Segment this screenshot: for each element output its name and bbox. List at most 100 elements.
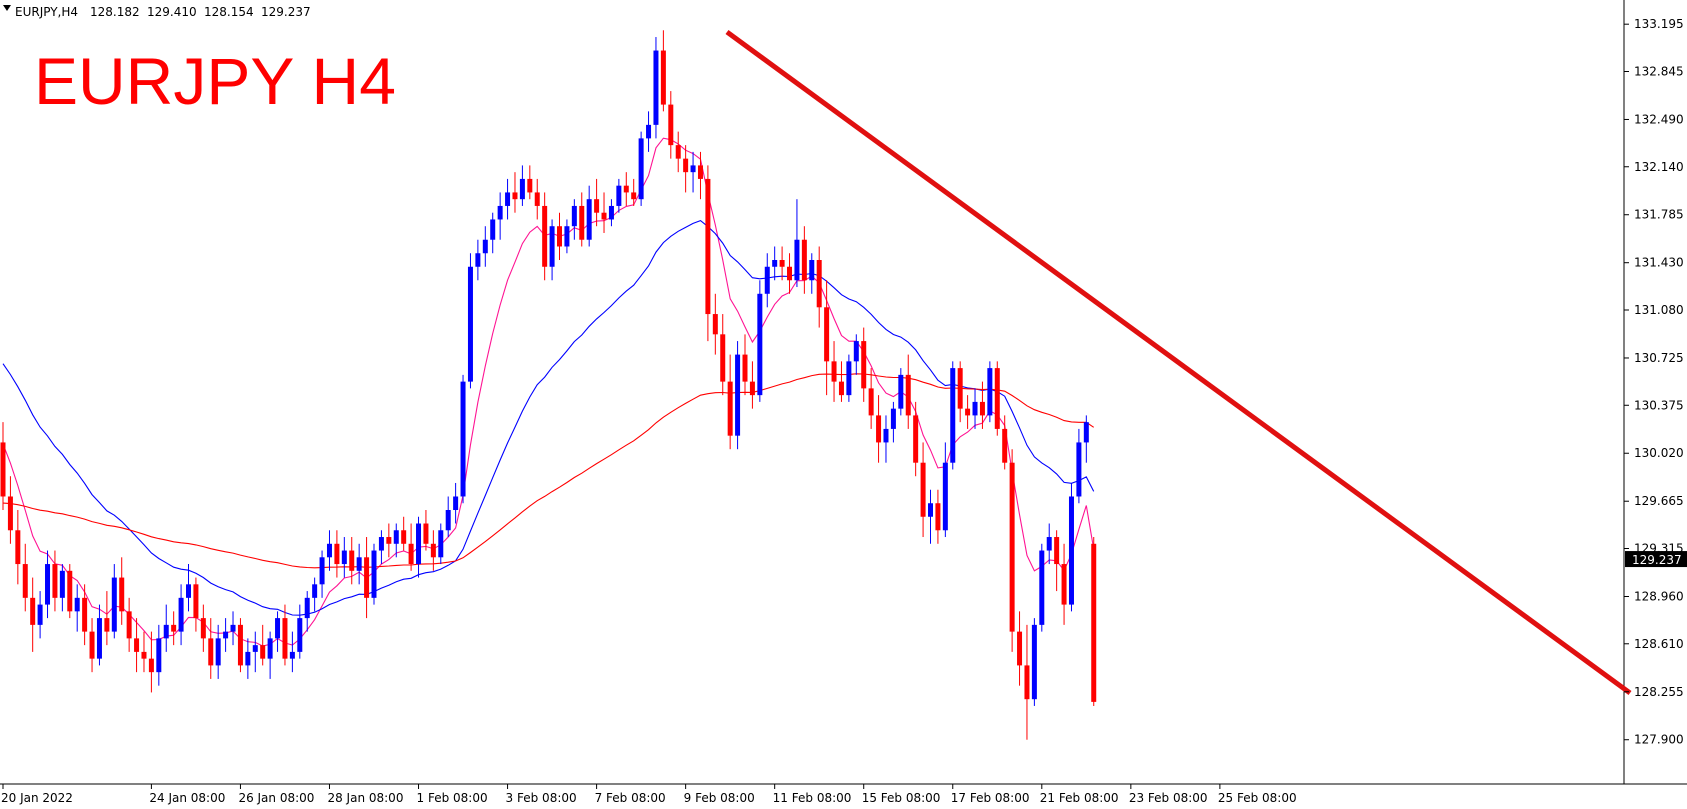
- candle: [59, 564, 65, 612]
- time-tick-label: 25 Feb 08:00: [1218, 791, 1297, 805]
- candle: [215, 624, 221, 679]
- candle-body: [67, 570, 73, 612]
- candle-body: [772, 260, 778, 267]
- candle: [22, 543, 28, 612]
- candle-body: [735, 354, 741, 436]
- candle: [148, 631, 154, 693]
- time-tick-label: 26 Jan 08:00: [238, 791, 314, 805]
- candle: [690, 151, 696, 193]
- candle-body: [638, 138, 644, 200]
- candle-body: [720, 334, 726, 382]
- candle: [549, 219, 555, 281]
- candle: [260, 624, 266, 666]
- candle: [779, 246, 785, 281]
- candle: [89, 618, 95, 673]
- candle-body: [1002, 428, 1008, 463]
- time-tick-label: 1 Feb 08:00: [417, 791, 488, 805]
- candle-body: [942, 462, 948, 531]
- candle-body: [816, 260, 822, 308]
- candle-body: [787, 266, 793, 281]
- candle-body: [89, 631, 95, 659]
- candle-body: [705, 178, 711, 315]
- candle-body: [482, 239, 488, 254]
- candle-body: [675, 145, 681, 159]
- candle: [237, 618, 243, 673]
- candle-body: [764, 266, 770, 294]
- candle: [1054, 530, 1060, 592]
- candle: [890, 401, 896, 443]
- candle: [1031, 618, 1037, 706]
- candle-body: [393, 530, 399, 544]
- candle-body: [460, 381, 466, 497]
- candle-body: [549, 226, 555, 267]
- candle-body: [297, 618, 303, 652]
- candle-body: [349, 550, 355, 571]
- candle: [423, 510, 429, 551]
- candle-body: [171, 624, 177, 632]
- candle: [341, 537, 347, 578]
- candle: [297, 604, 303, 659]
- candle-body: [608, 205, 614, 220]
- candle-body: [119, 577, 125, 612]
- candle-body: [438, 530, 444, 558]
- candle: [453, 482, 459, 524]
- candle-body: [430, 543, 436, 558]
- candle-body: [1091, 543, 1097, 702]
- candle: [156, 624, 162, 686]
- candle-body: [356, 557, 362, 571]
- time-tick-label: 17 Feb 08:00: [951, 791, 1030, 805]
- dropdown-triangle-icon[interactable]: [3, 5, 11, 11]
- candle: [1091, 537, 1097, 706]
- candle: [52, 550, 58, 612]
- candle-body: [163, 624, 169, 639]
- candle: [987, 361, 993, 423]
- candle-body: [401, 530, 407, 544]
- candle: [727, 354, 733, 450]
- candle-body: [260, 645, 266, 659]
- candle: [846, 354, 852, 402]
- candle-body: [623, 185, 629, 193]
- candle: [371, 543, 377, 605]
- price-tick-label: 132.845: [1634, 64, 1684, 78]
- candle-body: [1068, 496, 1074, 605]
- candle-body: [467, 266, 473, 382]
- candle: [519, 165, 525, 206]
- candle-body: [0, 442, 6, 497]
- candle-body: [824, 307, 830, 362]
- ma-fast-line: [2, 137, 1095, 647]
- time-tick-label: 28 Jan 08:00: [327, 791, 403, 805]
- candle: [356, 543, 362, 585]
- price-tick-label: 131.785: [1634, 208, 1684, 222]
- candle: [364, 537, 370, 619]
- candle: [430, 530, 436, 571]
- candle: [905, 354, 911, 429]
- candle: [1002, 415, 1008, 470]
- price-tick-label: 130.020: [1634, 446, 1684, 460]
- ma-mid-line: [2, 219, 1095, 616]
- candle-body: [928, 503, 933, 517]
- candle-body: [512, 192, 518, 200]
- candle-body: [15, 530, 21, 565]
- candle: [972, 388, 978, 429]
- candle: [594, 178, 600, 227]
- candle-body: [1031, 624, 1037, 700]
- candle-body: [208, 638, 214, 666]
- candle-body: [586, 199, 592, 240]
- candle-body: [646, 124, 652, 139]
- candle: [378, 530, 384, 565]
- candle: [928, 489, 933, 544]
- header-symbol: EURJPY,H4: [15, 5, 78, 19]
- candle: [861, 327, 867, 402]
- candle: [497, 192, 503, 240]
- candle-body: [304, 597, 310, 619]
- candle-body: [950, 368, 956, 463]
- candle-body: [972, 401, 978, 416]
- candle-body: [475, 253, 481, 267]
- trendline[interactable]: [725, 29, 1632, 696]
- candle-body: [920, 462, 926, 517]
- candle-body: [386, 537, 392, 544]
- candle-body: [801, 239, 807, 281]
- time-tick-label: 21 Feb 08:00: [1040, 791, 1119, 805]
- candle-body: [141, 651, 147, 659]
